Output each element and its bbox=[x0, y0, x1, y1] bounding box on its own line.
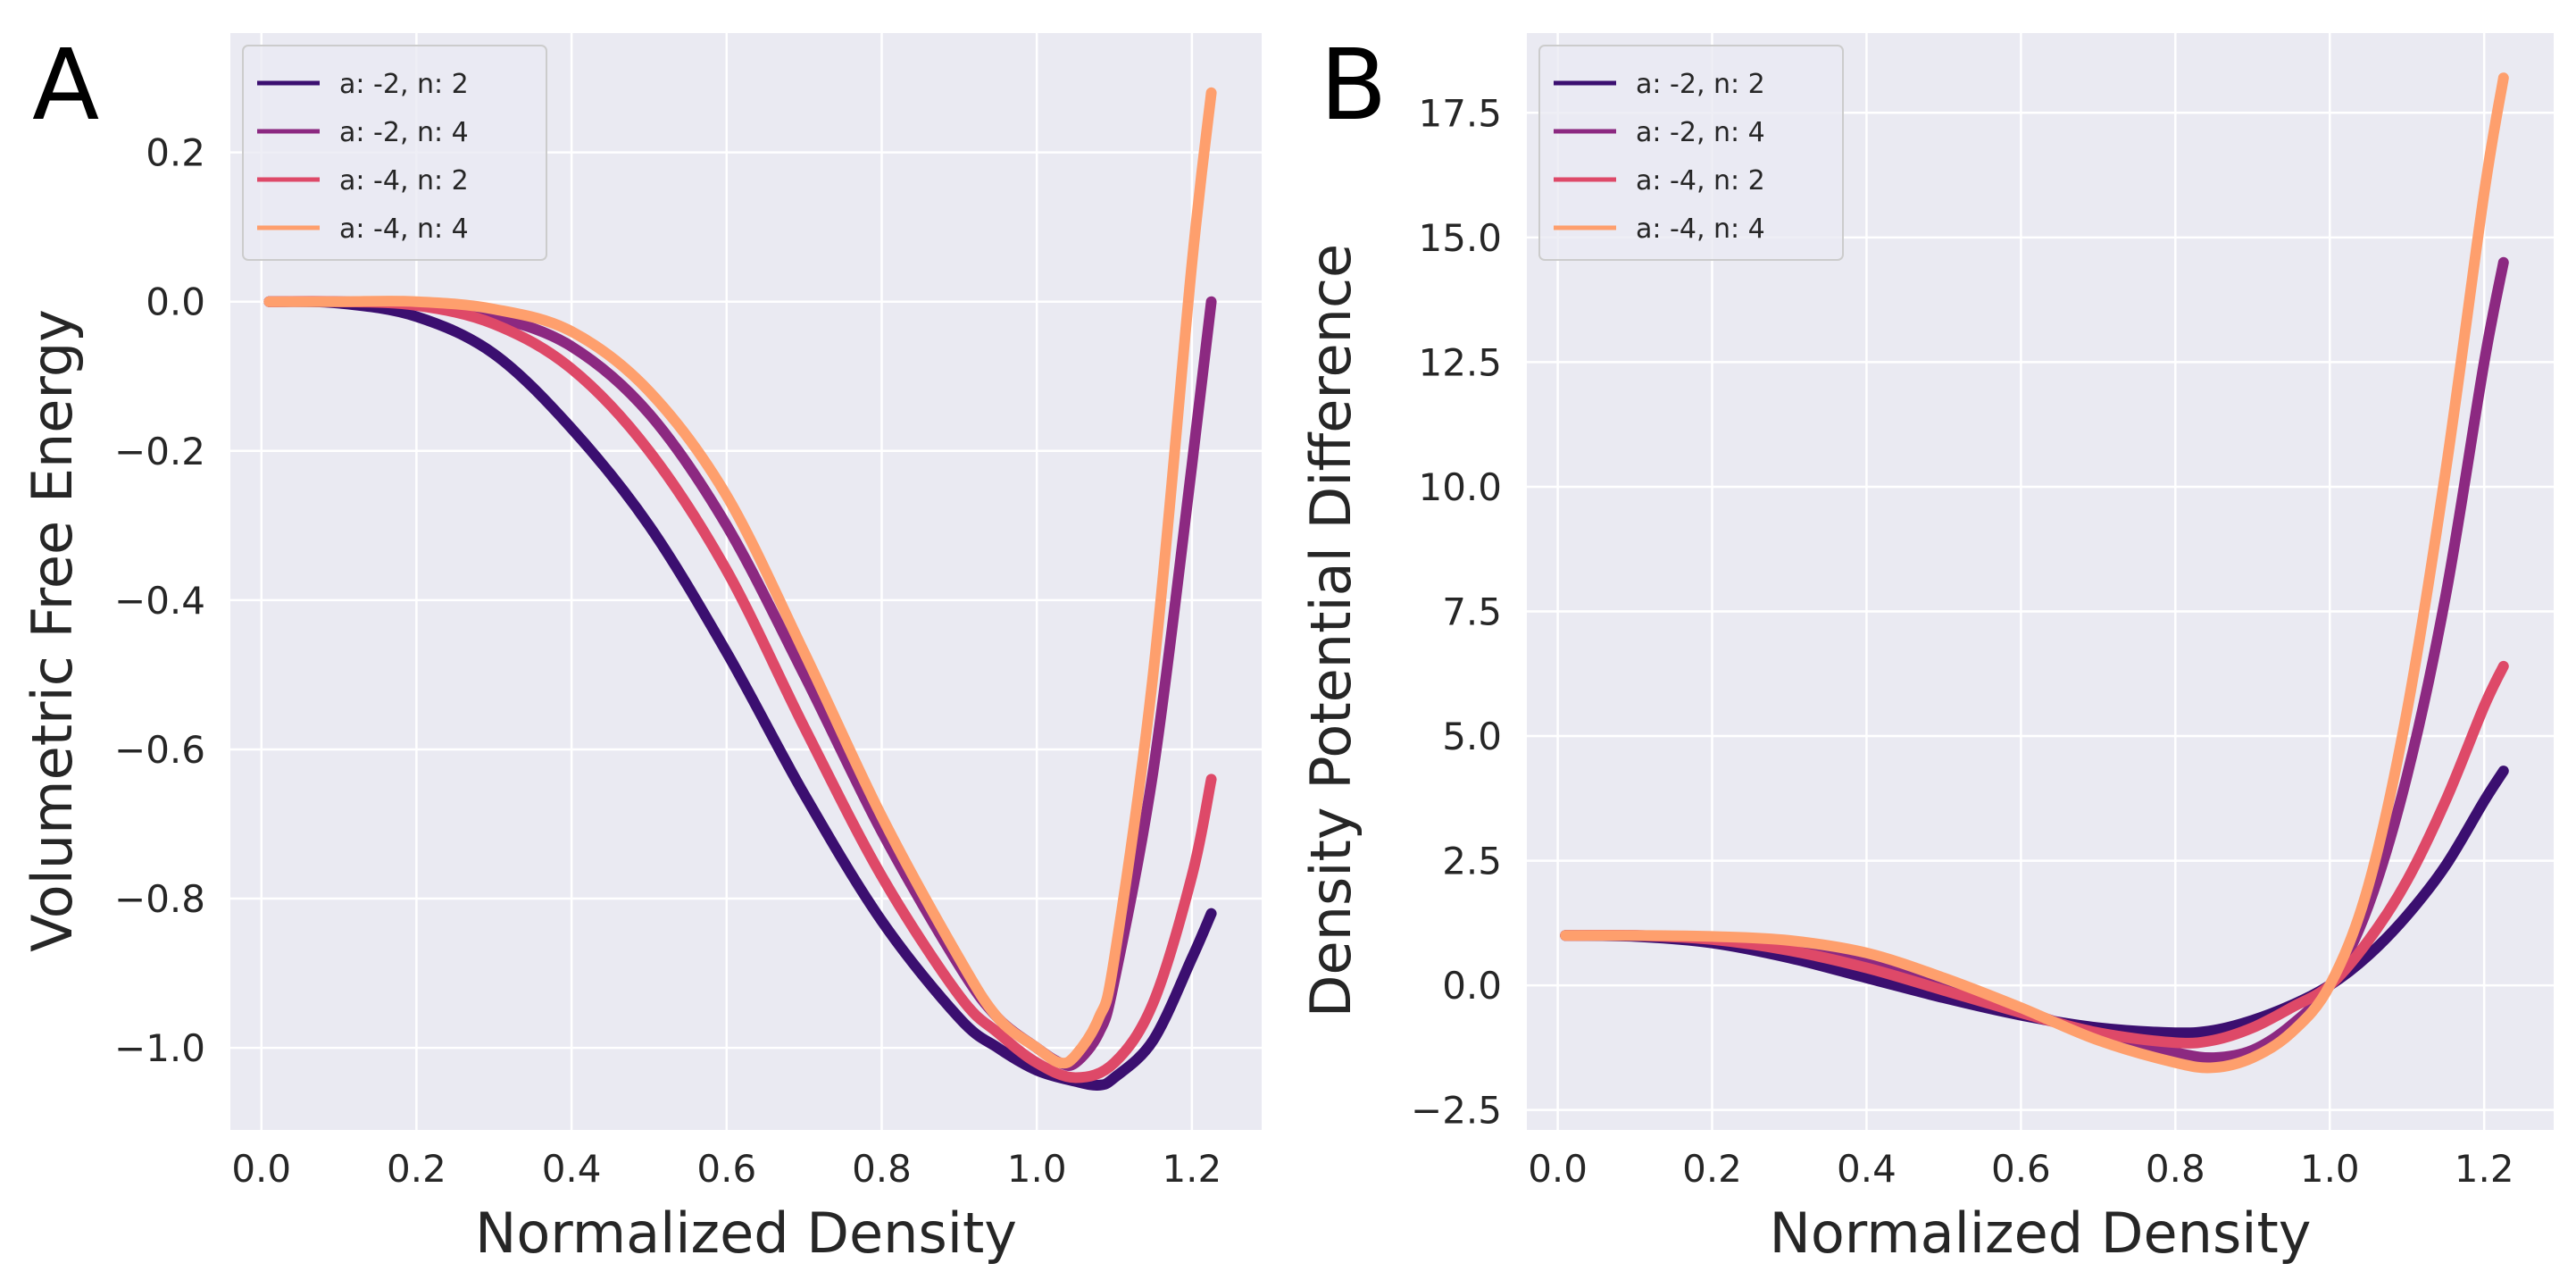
y-tick-label: 0.0 bbox=[1442, 964, 1502, 1008]
legend-label: a: -4, n: 2 bbox=[339, 165, 469, 197]
y-tick-label: −0.4 bbox=[114, 579, 205, 623]
x-tick-label: 0.6 bbox=[1991, 1147, 2051, 1191]
series-line-4 bbox=[1560, 72, 2509, 1074]
x-tick-label: 0.0 bbox=[1528, 1147, 1588, 1191]
y-tick-label: 17.5 bbox=[1418, 91, 1502, 135]
legend-label: a: -4, n: 4 bbox=[339, 213, 469, 245]
y-axis-label: Volumetric Free Energy bbox=[20, 309, 85, 952]
x-axis-label: Normalized Density bbox=[475, 1201, 1017, 1266]
y-tick-label: −0.6 bbox=[114, 728, 205, 772]
y-tick-label: 7.5 bbox=[1442, 590, 1502, 633]
panel-letter: A bbox=[32, 28, 99, 142]
legend-box bbox=[242, 45, 547, 261]
x-tick-label: 0.6 bbox=[696, 1147, 756, 1191]
x-axis-label: Normalized Density bbox=[1769, 1201, 2311, 1266]
y-tick-label: −0.8 bbox=[114, 877, 205, 921]
legend-label: a: -4, n: 2 bbox=[1636, 165, 1765, 197]
legend: a: -2, n: 2 a: -2, n: 4 a: -4, n: 2 a: -4, … bbox=[1538, 45, 1844, 261]
series-lines bbox=[263, 87, 1217, 1092]
y-tick-label: −0.2 bbox=[114, 430, 205, 473]
y-tick-label: 15.0 bbox=[1418, 216, 1502, 260]
legend: a: -2, n: 2 a: -2, n: 4 a: -4, n: 2 a: -4, … bbox=[242, 45, 547, 261]
legend-label: a: -4, n: 4 bbox=[1636, 213, 1765, 245]
x-tick-label: 1.2 bbox=[1162, 1147, 1221, 1191]
panel-letter: B bbox=[1320, 28, 1387, 142]
series-line-3 bbox=[1560, 660, 2509, 1049]
series-line-3 bbox=[263, 296, 1217, 1083]
y-tick-label: 10.0 bbox=[1418, 465, 1502, 509]
legend-label: a: -2, n: 2 bbox=[1636, 69, 1765, 100]
y-tick-label: 0.2 bbox=[146, 131, 205, 175]
x-tick-label: 0.4 bbox=[542, 1147, 602, 1191]
y-tick-label: −1.0 bbox=[114, 1026, 205, 1070]
legend-label: a: -2, n: 2 bbox=[339, 69, 469, 100]
x-tick-label: 0.4 bbox=[1837, 1147, 1897, 1191]
y-tick-label: 0.0 bbox=[146, 280, 205, 324]
panel-a: 0.0 0.2 0.4 0.6 0.8 1.0 1.2 0.2 0.0 −0.2 −0.4 −0.6 −… bbox=[20, 28, 1262, 1266]
x-tick-label: 0.2 bbox=[387, 1147, 446, 1191]
y-tick-label: 2.5 bbox=[1442, 840, 1502, 883]
y-tick-label: −2.5 bbox=[1411, 1089, 1502, 1133]
legend-box bbox=[1538, 45, 1844, 261]
x-tick-label: 1.2 bbox=[2455, 1147, 2514, 1191]
legend-label: a: -2, n: 4 bbox=[1636, 117, 1765, 148]
x-tick-label: 0.8 bbox=[2146, 1147, 2205, 1191]
x-tick-label: 1.0 bbox=[2300, 1147, 2360, 1191]
series-lines bbox=[1560, 72, 2509, 1074]
x-tick-label: 0.0 bbox=[231, 1147, 291, 1191]
series-line-4 bbox=[263, 87, 1217, 1069]
y-axis-label: Density Potential Difference bbox=[1298, 244, 1363, 1017]
x-tick-label: 0.2 bbox=[1682, 1147, 1742, 1191]
y-tick-label: 5.0 bbox=[1442, 715, 1502, 758]
x-tick-label: 0.8 bbox=[852, 1147, 912, 1191]
panel-b: 0.0 0.2 0.4 0.6 0.8 1.0 1.2 17.5 15.0 12.5 10.0 7.5… bbox=[1298, 28, 2554, 1266]
y-tick-label: 12.5 bbox=[1418, 340, 1502, 384]
x-tick-label: 1.0 bbox=[1007, 1147, 1067, 1191]
series-line-1 bbox=[263, 296, 1217, 1092]
legend-label: a: -2, n: 4 bbox=[339, 117, 469, 148]
series-line-1 bbox=[1560, 765, 2509, 1039]
